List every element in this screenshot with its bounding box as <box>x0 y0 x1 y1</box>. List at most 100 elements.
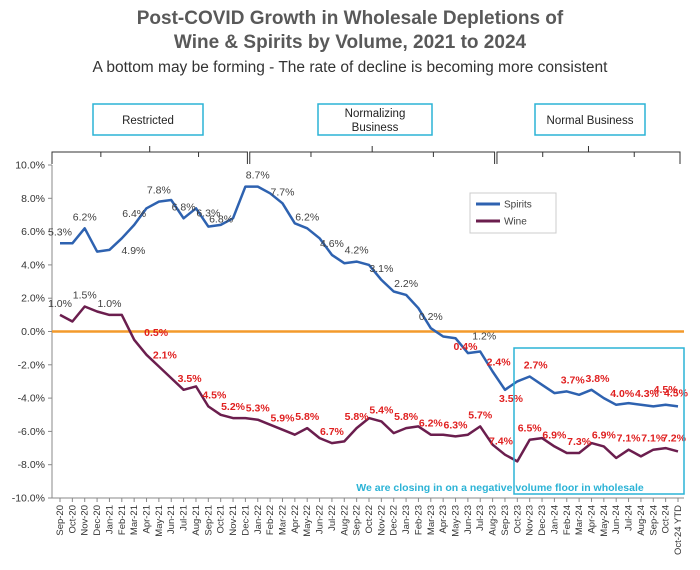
legend-label-spirits: Spirits <box>504 200 532 211</box>
spirits-data-label: 4.6% <box>320 238 344 250</box>
x-tick-label: Dec-21 <box>240 505 251 536</box>
x-tick-label: Jun-22 <box>315 505 326 534</box>
x-tick-label: Dec-22 <box>389 505 400 536</box>
y-tick-label: 0.0% <box>21 326 45 338</box>
wine-data-label: 5.2% <box>221 401 246 413</box>
x-tick-label: Jul-22 <box>327 505 338 531</box>
spirits-data-label: 6.8% <box>172 201 196 213</box>
y-tick-label: 4.0% <box>21 259 45 271</box>
x-tick-label: Feb-23 <box>413 505 424 535</box>
wine-data-label: 1.5% <box>73 290 97 302</box>
x-tick-label: Dec-20 <box>92 505 103 536</box>
chart-title-line2: Wine & Spirits by Volume, 2021 to 2024 <box>173 32 527 53</box>
chart-series <box>59 185 679 463</box>
phase-label-box <box>92 103 204 136</box>
legend-label-wine: Wine <box>504 217 527 228</box>
spirits-data-label: 7.7% <box>271 186 295 198</box>
x-tick-label: Oct-24 <box>661 505 672 534</box>
x-tick-label: Nov-23 <box>525 505 536 536</box>
x-tick-label: Jan-23 <box>401 505 412 534</box>
chart-title-line1: Post-COVID Growth in Wholesale Depletion… <box>136 8 564 29</box>
x-tick-label: Jan-22 <box>253 505 264 534</box>
phase-label-box <box>317 103 433 136</box>
y-tick-label: 2.0% <box>21 293 45 305</box>
phase-label: Normalizing <box>345 108 406 120</box>
wine-data-label: 1.0% <box>97 298 121 310</box>
x-tick-label: Nov-20 <box>80 505 91 536</box>
x-tick-label: Oct-24 YTD <box>673 505 684 555</box>
x-tick-label: May-22 <box>302 505 313 537</box>
wine-data-label: 0.5% <box>144 327 169 339</box>
y-tick-label: -8.0% <box>18 459 45 471</box>
phase-label: Normal Business <box>547 115 634 127</box>
wine-data-label: 5.7% <box>468 409 493 421</box>
chart-subtitle: A bottom may be forming - The rate of de… <box>92 59 608 76</box>
spirits-data-label: 8.7% <box>246 170 270 182</box>
x-tick-label: Aug-24 <box>636 505 647 536</box>
wine-data-label: 5.8% <box>295 411 320 423</box>
x-tick-label: Jun-23 <box>463 505 474 534</box>
spirits-data-label: 2.4% <box>487 356 512 368</box>
x-tick-label: Dec-23 <box>537 505 548 536</box>
y-tick-label: 10.0% <box>15 160 45 172</box>
chart-legend: Spirits Wine <box>469 192 557 234</box>
x-tick-label: Aug-22 <box>339 505 350 536</box>
x-tick-label: Mar-24 <box>574 505 585 535</box>
phase-label: Business <box>352 122 399 134</box>
x-tick-label: Feb-21 <box>117 505 128 535</box>
wine-data-label: 7.2% <box>662 432 687 444</box>
wine-data-label: 6.9% <box>592 429 617 441</box>
x-tick-label: Oct-23 <box>512 505 523 534</box>
x-tick-label: Nov-22 <box>376 505 387 536</box>
x-tick-label: May-23 <box>451 505 462 537</box>
wine-data-label: 6.3% <box>444 419 469 431</box>
phase-bracket <box>249 146 496 164</box>
x-tick-label: Jul-21 <box>179 505 190 531</box>
x-tick-label: Oct-22 <box>364 505 375 534</box>
spirits-data-label: 4.5% <box>654 384 679 396</box>
x-tick-label: Sep-22 <box>352 505 363 536</box>
y-tick-label: 8.0% <box>21 193 45 205</box>
wine-data-label: 5.3% <box>246 403 271 415</box>
legend-box <box>469 192 557 234</box>
highlight-note: We are closing in on a negative volume f… <box>356 482 644 494</box>
x-tick-label: Apr-21 <box>142 505 153 534</box>
spirits-data-label: 7.8% <box>147 185 171 197</box>
wine-data-label: 6.7% <box>320 426 345 438</box>
spirits-data-label: 1.2% <box>472 330 496 342</box>
y-tick-label: -6.0% <box>18 426 45 438</box>
spirits-data-label: 4.0% <box>610 388 635 400</box>
x-tick-label: Aug-23 <box>488 505 499 536</box>
spirits-data-label: 2.7% <box>524 359 549 371</box>
highlight-annotation: We are closing in on a negative volume f… <box>356 347 685 495</box>
wine-data-label: 5.9% <box>271 413 296 425</box>
x-tick-label: Jan-21 <box>104 505 115 534</box>
y-tick-label: -10.0% <box>12 493 45 505</box>
phase-label: Restricted <box>122 115 174 127</box>
spirits-data-label: 0.2% <box>419 311 443 323</box>
wine-data-label: 6.2% <box>419 418 444 430</box>
y-tick-label: 6.0% <box>21 226 45 238</box>
phase-bracket <box>496 146 681 164</box>
x-tick-label: Feb-22 <box>265 505 276 535</box>
spirits-data-label: 6.4% <box>122 208 146 220</box>
phase-annotations: Restricted Normalizing Business Normal Busi… <box>51 103 681 164</box>
wine-data-label: 5.8% <box>345 411 370 423</box>
x-tick-label: Mar-22 <box>277 505 288 535</box>
x-tick-label: Aug-21 <box>191 505 202 536</box>
wine-data-label: 7.3% <box>567 436 592 448</box>
chart-axes: 10.0% 8.0% 6.0% 4.0% 2.0% 0.0% -2.0% -4.0% -6.0%… <box>12 160 684 555</box>
x-tick-label: Jul-24 <box>624 505 635 531</box>
x-tick-label: Mar-21 <box>129 505 140 535</box>
x-tick-label: Sep-21 <box>203 505 214 536</box>
spirits-data-label: 3.8% <box>586 373 611 385</box>
phase-label-box <box>534 103 646 136</box>
x-tick-label: Jan-24 <box>549 505 560 534</box>
spirits-data-label: 3.1% <box>369 263 393 275</box>
wine-data-label: 6.5% <box>518 423 543 435</box>
x-tick-label: Sep-23 <box>500 505 511 536</box>
wine-data-label: 5.8% <box>394 411 419 423</box>
x-tick-label: Oct-21 <box>216 505 227 534</box>
spirits-data-label: 4.2% <box>345 245 369 257</box>
